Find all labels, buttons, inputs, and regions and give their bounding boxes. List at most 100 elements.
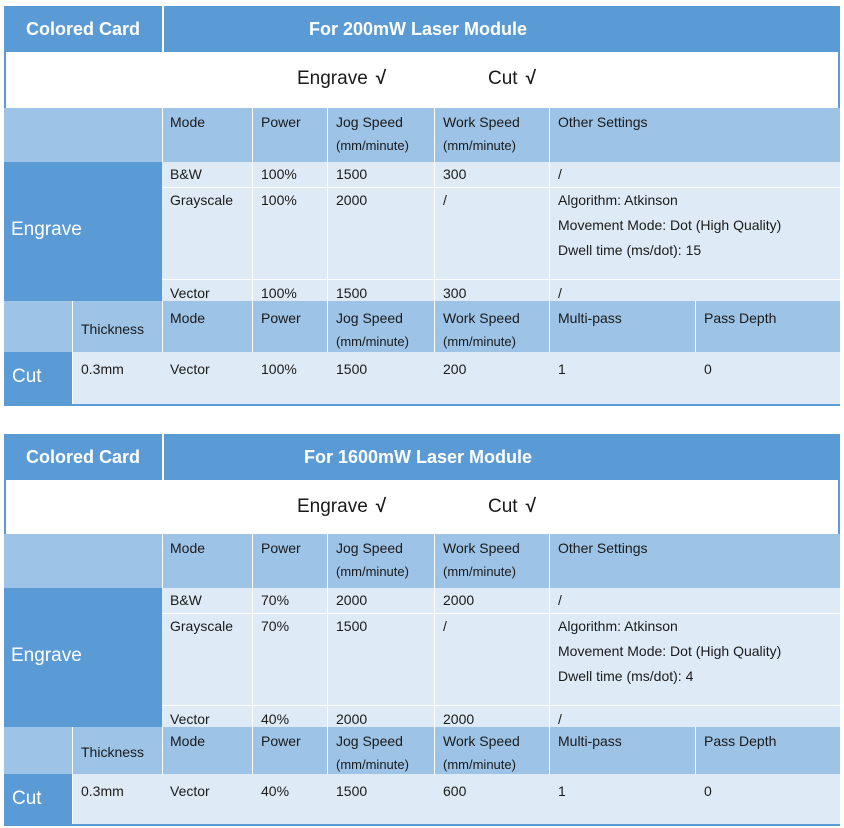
row-mode: B&W xyxy=(170,592,202,608)
col-multi-pass: Multi-pass xyxy=(558,733,622,749)
row-thickness: 0.3mm xyxy=(81,783,124,799)
row-jog: 2000 xyxy=(336,192,368,208)
col-work-speed: Work Speed (mm/minute) xyxy=(443,733,520,772)
engrave-check: Engrave √ xyxy=(297,68,387,89)
row-other: / xyxy=(558,285,562,301)
cut-label: Cut xyxy=(12,788,42,809)
row-power: 100% xyxy=(261,166,297,182)
row-mode: B&W xyxy=(170,166,202,182)
engrave-check: Engrave √ xyxy=(297,496,387,517)
col-jog-speed: Jog Speed (mm/minute) xyxy=(336,733,409,772)
row-other-algorithm: Algorithm: Atkinson xyxy=(558,192,678,208)
settings-table-200mw: Colored Card For 200mW Laser Module Engr… xyxy=(4,6,840,406)
row-other: / xyxy=(558,711,562,727)
row-power: 70% xyxy=(261,618,290,634)
row-mode: Vector xyxy=(170,783,210,799)
col-jog-speed: Jog Speed (mm/minute) xyxy=(336,310,409,349)
row-jog: 1500 xyxy=(336,166,368,182)
row-mode: Grayscale xyxy=(170,192,234,208)
col-power: Power xyxy=(261,114,301,130)
row-other-movement: Movement Mode: Dot (High Quality) xyxy=(558,217,782,233)
col-mode: Mode xyxy=(170,733,206,749)
row-pass-depth: 0 xyxy=(704,783,712,799)
engrave-label-cell: Engrave xyxy=(4,162,162,301)
row-multipass: 1 xyxy=(558,783,566,799)
capability-row: Engrave √ Cut √ xyxy=(4,52,840,108)
cut-row: 0.3mm Vector 40% 1500 600 1 0 xyxy=(73,774,840,824)
row-power: 100% xyxy=(261,192,297,208)
col-other-settings: Other Settings xyxy=(558,540,648,556)
row-power: 100% xyxy=(261,361,297,377)
col-work-speed: Work Speed (mm/minute) xyxy=(443,310,520,349)
row-jog: 1500 xyxy=(336,618,368,634)
engrave-label-cell: Engrave xyxy=(4,588,162,727)
col-work-speed: Work Speed (mm/minute) xyxy=(443,540,520,579)
check-mark-icon: √ xyxy=(375,68,387,89)
row-jog: 1500 xyxy=(336,361,368,377)
row-other-dwell: Dwell time (ms/dot): 15 xyxy=(558,242,702,258)
table-header: Colored Card For 1600mW Laser Module xyxy=(4,434,840,480)
row-work: 2000 xyxy=(443,711,475,727)
row-work: / xyxy=(443,618,447,634)
col-jog-speed: Jog Speed (mm/minute) xyxy=(336,114,409,153)
row-work: / xyxy=(443,192,447,208)
col-mode: Mode xyxy=(170,310,206,326)
col-power: Power xyxy=(261,540,301,556)
engrave-label: Engrave xyxy=(11,645,82,666)
col-pass-depth: Pass Depth xyxy=(704,733,777,749)
engrave-label: Engrave xyxy=(11,219,82,240)
row-work: 300 xyxy=(443,166,467,182)
row-power: 40% xyxy=(261,711,290,727)
col-thickness: Thickness xyxy=(81,744,145,760)
col-pass-depth: Pass Depth xyxy=(704,310,777,326)
cut-label: Cut xyxy=(12,366,42,387)
col-mode: Mode xyxy=(170,114,206,130)
cut-row: 0.3mm Vector 100% 1500 200 1 0 xyxy=(73,352,840,404)
col-power: Power xyxy=(261,310,301,326)
cut-label-cell: Cut xyxy=(4,352,72,404)
row-mode: Vector xyxy=(170,711,210,727)
cut-label-cell: Cut xyxy=(4,774,72,824)
col-mode: Mode xyxy=(170,540,206,556)
row-pass-depth: 0 xyxy=(704,361,712,377)
row-work: 2000 xyxy=(443,592,475,608)
cut-column-header: Thickness Mode Power Jog Speed (mm/minute… xyxy=(4,301,840,352)
col-power: Power xyxy=(261,733,301,749)
row-thickness: 0.3mm xyxy=(81,361,124,377)
row-jog: 2000 xyxy=(336,592,368,608)
row-work: 200 xyxy=(443,361,467,377)
col-work-speed: Work Speed (mm/minute) xyxy=(443,114,520,153)
row-power: 100% xyxy=(261,285,297,301)
col-thickness: Thickness xyxy=(81,321,145,337)
cut-column-header: Thickness Mode Power Jog Speed (mm/minute… xyxy=(4,727,840,774)
row-other-algorithm: Algorithm: Atkinson xyxy=(558,618,678,634)
row-jog: 1500 xyxy=(336,285,368,301)
row-jog: 2000 xyxy=(336,711,368,727)
engrave-rows: B&W 70% 2000 2000 / Grayscale 70% 1500 /… xyxy=(162,588,840,727)
col-multi-pass: Multi-pass xyxy=(558,310,622,326)
row-power: 70% xyxy=(261,592,290,608)
row-work: 300 xyxy=(443,285,467,301)
col-other-settings: Other Settings xyxy=(558,114,648,130)
row-other: / xyxy=(558,592,562,608)
settings-table-1600mw: Colored Card For 1600mW Laser Module Eng… xyxy=(4,434,840,828)
row-mode: Vector xyxy=(170,285,210,301)
row-multipass: 1 xyxy=(558,361,566,377)
module-title: For 1600mW Laser Module xyxy=(303,447,533,467)
row-other: / xyxy=(558,166,562,182)
module-title: For 200mW Laser Module xyxy=(308,19,528,39)
col-jog-speed: Jog Speed (mm/minute) xyxy=(336,540,409,579)
row-mode: Grayscale xyxy=(170,618,234,634)
row-jog: 1500 xyxy=(336,783,368,799)
check-mark-icon: √ xyxy=(375,496,387,517)
check-mark-icon: √ xyxy=(525,496,537,517)
check-mark-icon: √ xyxy=(525,68,537,89)
material-title: Colored Card xyxy=(25,19,140,39)
row-other-movement: Movement Mode: Dot (High Quality) xyxy=(558,643,782,659)
row-power: 40% xyxy=(261,783,290,799)
material-title: Colored Card xyxy=(25,447,140,467)
cut-check: Cut √ xyxy=(488,68,537,89)
engrave-column-header: Mode Power Jog Speed (mm/minute) Work Spe… xyxy=(4,534,840,588)
row-other-dwell: Dwell time (ms/dot): 4 xyxy=(558,668,694,684)
row-mode: Vector xyxy=(170,361,210,377)
